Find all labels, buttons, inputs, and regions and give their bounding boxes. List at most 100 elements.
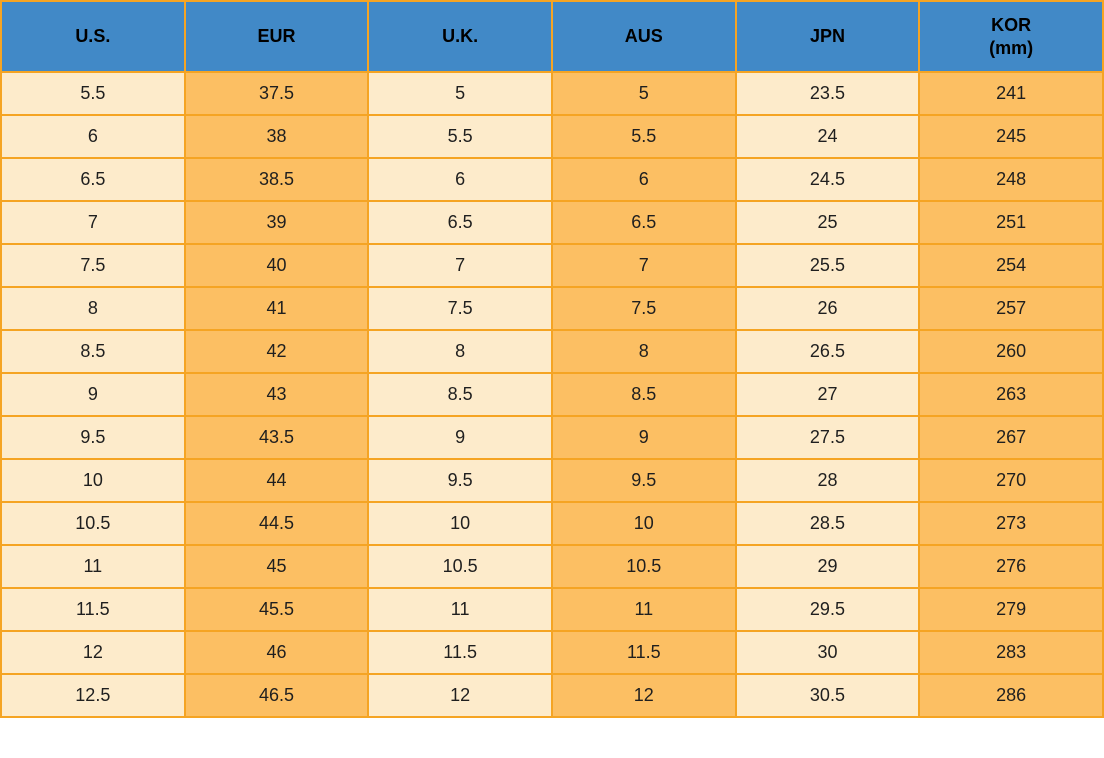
cell-kor: 270 [918, 458, 1104, 503]
cell-jpn: 29 [734, 544, 921, 589]
cell-aus: 9.5 [550, 458, 737, 503]
cell-kor: 286 [918, 673, 1104, 718]
column-header-jpn: JPN [734, 0, 921, 73]
cell-uk: 10 [367, 501, 553, 546]
shoe-size-conversion-table: U.S. EUR U.K. AUS JPN KOR (mm) 5.5 37.5 5 5 23.5 24… [0, 0, 1104, 718]
cell-us: 6 [0, 114, 186, 159]
cell-eur: 46.5 [183, 673, 370, 718]
table-row: 9.5 43.5 9 9 27.5 267 [0, 415, 1104, 460]
cell-us: 12.5 [0, 673, 186, 718]
cell-aus: 11 [550, 587, 737, 632]
table-row: 10 44 9.5 9.5 28 270 [0, 458, 1104, 503]
cell-aus: 12 [550, 673, 737, 718]
cell-uk: 11.5 [367, 630, 553, 675]
cell-aus: 11.5 [550, 630, 737, 675]
cell-uk: 5 [367, 71, 553, 116]
cell-aus: 8 [550, 329, 737, 374]
cell-jpn: 27.5 [734, 415, 921, 460]
cell-us: 7 [0, 200, 186, 245]
cell-uk: 10.5 [367, 544, 553, 589]
cell-kor: 279 [918, 587, 1104, 632]
cell-uk: 9 [367, 415, 553, 460]
cell-uk: 7.5 [367, 286, 553, 331]
cell-aus: 9 [550, 415, 737, 460]
cell-us: 5.5 [0, 71, 186, 116]
cell-us: 8 [0, 286, 186, 331]
cell-aus: 6.5 [550, 200, 737, 245]
cell-eur: 44.5 [183, 501, 370, 546]
cell-kor: 254 [918, 243, 1104, 288]
cell-eur: 43.5 [183, 415, 370, 460]
cell-kor: 283 [918, 630, 1104, 675]
cell-us: 11 [0, 544, 186, 589]
cell-kor: 273 [918, 501, 1104, 546]
cell-aus: 10 [550, 501, 737, 546]
cell-jpn: 27 [734, 372, 921, 417]
cell-eur: 44 [183, 458, 370, 503]
table-row: 11 45 10.5 10.5 29 276 [0, 544, 1104, 589]
cell-aus: 10.5 [550, 544, 737, 589]
cell-jpn: 26.5 [734, 329, 921, 374]
column-header-us: U.S. [0, 0, 186, 73]
cell-us: 10 [0, 458, 186, 503]
cell-us: 12 [0, 630, 186, 675]
cell-kor: 276 [918, 544, 1104, 589]
column-header-label: U.S. [75, 26, 111, 46]
table-header: U.S. EUR U.K. AUS JPN KOR (mm) [0, 0, 1104, 73]
table-row: 5.5 37.5 5 5 23.5 241 [0, 71, 1104, 116]
cell-eur: 38.5 [183, 157, 370, 202]
table-row: 7 39 6.5 6.5 25 251 [0, 200, 1104, 245]
cell-us: 7.5 [0, 243, 186, 288]
cell-kor: 260 [918, 329, 1104, 374]
cell-uk: 11 [367, 587, 553, 632]
cell-jpn: 25.5 [734, 243, 921, 288]
table-row: 6.5 38.5 6 6 24.5 248 [0, 157, 1104, 202]
column-header-label: AUS [624, 26, 663, 46]
table-row: 9 43 8.5 8.5 27 263 [0, 372, 1104, 417]
cell-kor: 257 [918, 286, 1104, 331]
column-header-label: U.K. [442, 26, 479, 46]
cell-eur: 41 [183, 286, 370, 331]
cell-us: 6.5 [0, 157, 186, 202]
cell-aus: 6 [550, 157, 737, 202]
cell-us: 8.5 [0, 329, 186, 374]
cell-eur: 42 [183, 329, 370, 374]
cell-uk: 7 [367, 243, 553, 288]
cell-aus: 5.5 [550, 114, 737, 159]
cell-jpn: 24.5 [734, 157, 921, 202]
table-row: 8.5 42 8 8 26.5 260 [0, 329, 1104, 374]
cell-jpn: 30.5 [734, 673, 921, 718]
cell-uk: 6 [367, 157, 553, 202]
cell-jpn: 29.5 [734, 587, 921, 632]
cell-kor: 248 [918, 157, 1104, 202]
column-header-eur: EUR [183, 0, 370, 73]
cell-aus: 7 [550, 243, 737, 288]
table-row: 10.5 44.5 10 10 28.5 273 [0, 501, 1104, 546]
cell-jpn: 28 [734, 458, 921, 503]
cell-eur: 45 [183, 544, 370, 589]
cell-us: 9 [0, 372, 186, 417]
cell-eur: 45.5 [183, 587, 370, 632]
cell-aus: 8.5 [550, 372, 737, 417]
table-row: 11.5 45.5 11 11 29.5 279 [0, 587, 1104, 632]
table-row: 7.5 40 7 7 25.5 254 [0, 243, 1104, 288]
cell-uk: 5.5 [367, 114, 553, 159]
column-header-aus: AUS [550, 0, 737, 73]
cell-jpn: 30 [734, 630, 921, 675]
cell-us: 9.5 [0, 415, 186, 460]
table-row: 12.5 46.5 12 12 30.5 286 [0, 673, 1104, 718]
cell-uk: 8 [367, 329, 553, 374]
cell-aus: 7.5 [550, 286, 737, 331]
cell-eur: 37.5 [183, 71, 370, 116]
cell-eur: 39 [183, 200, 370, 245]
cell-us: 10.5 [0, 501, 186, 546]
cell-jpn: 24 [734, 114, 921, 159]
column-header-uk: U.K. [367, 0, 553, 73]
column-header-kor: KOR (mm) [918, 0, 1104, 73]
cell-kor: 267 [918, 415, 1104, 460]
cell-eur: 43 [183, 372, 370, 417]
table-row: 12 46 11.5 11.5 30 283 [0, 630, 1104, 675]
cell-uk: 8.5 [367, 372, 553, 417]
cell-kor: 245 [918, 114, 1104, 159]
table-row: 8 41 7.5 7.5 26 257 [0, 286, 1104, 331]
